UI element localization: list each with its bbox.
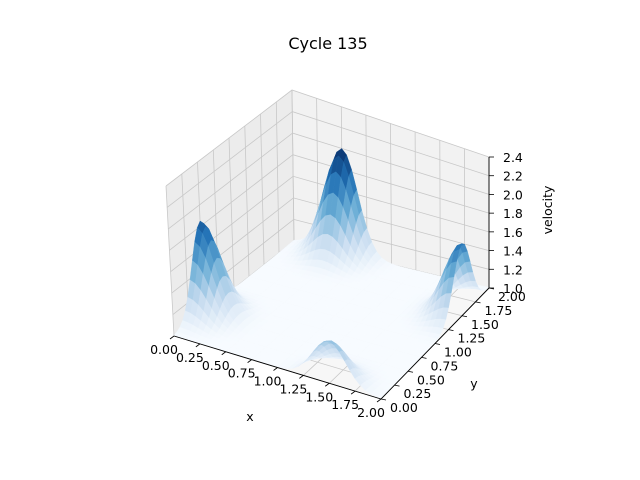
y-tick-mark (394, 384, 400, 387)
z-tick-label: 2.4 (503, 150, 523, 165)
y-tick-label: 1.25 (458, 331, 486, 346)
z-tick-label: 1.8 (503, 206, 523, 221)
y-tick-label: 0.00 (390, 400, 418, 415)
y-tick-label: 0.75 (431, 358, 459, 373)
x-tick-mark (221, 351, 226, 356)
y-tick-label: 1.50 (471, 317, 499, 332)
y-tick-mark (461, 315, 468, 318)
grid-line-z (166, 111, 490, 208)
z-axis-ticks: 1.0 1.2 1.4 1.6 1.8 2.0 2.2 2.4 (489, 150, 523, 296)
x-tick-label: 0.50 (202, 358, 230, 373)
surface-plot (173, 147, 490, 399)
y-tick-label: 0.25 (404, 386, 432, 401)
x-axis-label: x (246, 409, 253, 424)
z-tick-label: 1.2 (503, 262, 523, 277)
z-tick-label: 2.0 (503, 187, 523, 202)
y-tick-label: 1.75 (485, 303, 513, 318)
x-tick-mark (169, 335, 175, 340)
y-tick-mark (421, 356, 427, 359)
y-tick-mark (434, 343, 441, 345)
y-tick-mark (448, 329, 454, 332)
z-tick-label: 2.2 (503, 169, 523, 184)
x-tick-label: 1.25 (279, 381, 307, 396)
y-tick-label: 0.50 (417, 372, 445, 387)
z-axis-label: velocity (540, 185, 555, 234)
x-tick-mark (350, 390, 356, 395)
z-tick-label: 1.4 (503, 244, 523, 259)
x-tick-label: 1.75 (331, 397, 359, 412)
y-tick-mark (407, 370, 414, 373)
x-tick-mark (376, 398, 382, 403)
y-axis-label: y (470, 376, 478, 391)
x-tick-mark (325, 382, 330, 387)
x-tick-label: 0.25 (176, 350, 204, 365)
x-tick-mark (273, 367, 278, 371)
y-axis-ticks: 0.000.250.500.751.001.251.501.752.00 (380, 287, 526, 415)
z-tick-label: 1.0 (503, 281, 523, 296)
z-tick-label: 1.6 (503, 225, 523, 240)
x-tick-label: 1.50 (305, 389, 333, 404)
x-tick-label: 2.00 (357, 405, 385, 420)
grid-line-z (169, 154, 490, 251)
chart-title: Cycle 135 (288, 34, 367, 53)
grid-line-z (165, 89, 490, 187)
x-axis-ticks: 0.000.250.500.751.001.251.501.752.00 (150, 335, 385, 420)
x-tick-mark (299, 375, 304, 379)
x-tick-label: 0.00 (150, 342, 178, 357)
y-tick-mark (380, 398, 387, 401)
grid-line-z (168, 132, 490, 230)
x-tick-mark (195, 343, 201, 348)
x-tick-label: 1.00 (254, 374, 282, 389)
y-tick-mark (475, 301, 481, 304)
x-tick-label: 0.75 (228, 366, 256, 381)
y-tick-label: 1.00 (444, 345, 472, 360)
x-tick-mark (247, 359, 252, 363)
y-tick-label: 2.00 (498, 289, 526, 304)
